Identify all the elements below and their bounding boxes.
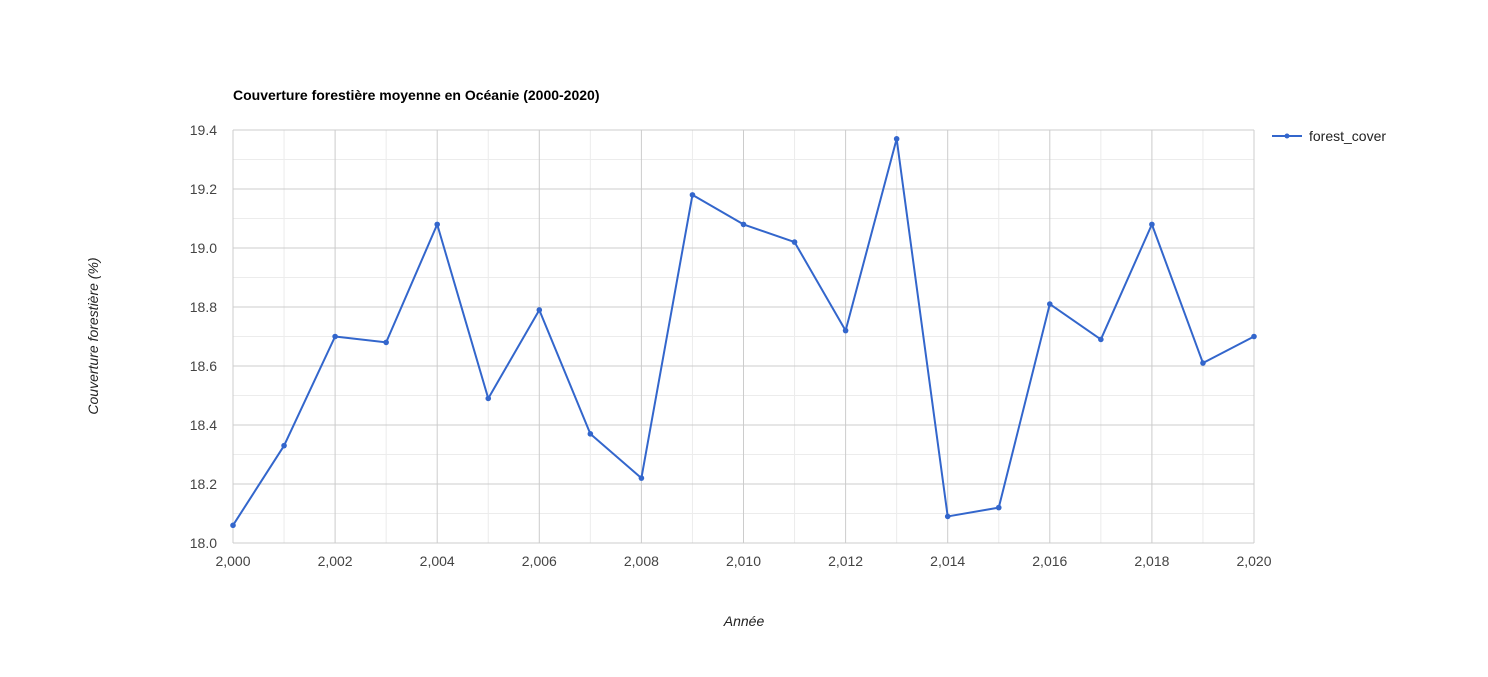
y-tick-label: 18.0 [190, 535, 217, 551]
x-tick-label: 2,008 [624, 553, 659, 569]
data-point [434, 221, 441, 228]
x-tick-label: 2,010 [726, 553, 761, 569]
data-point [587, 431, 594, 437]
data-point [281, 442, 287, 449]
data-point [383, 339, 389, 346]
data-point [995, 504, 1002, 511]
legend-label: forest_cover [1309, 128, 1386, 144]
x-tick-label: 2,000 [215, 553, 250, 569]
y-tick-label: 18.2 [190, 476, 217, 492]
y-axis-label: Couverture forestière (%) [85, 257, 101, 414]
x-tick-label: 2,002 [318, 553, 353, 569]
series-layer [230, 136, 1257, 529]
x-tick-label: 2,014 [930, 553, 965, 569]
x-axis-tick-labels: 2,000 2,002 2,004 2,006 2,008 2,010 2,012 2,014… [215, 553, 1271, 569]
data-point [1251, 333, 1257, 340]
legend[interactable]: forest_cover [1272, 128, 1386, 144]
y-tick-label: 19.4 [190, 122, 217, 138]
legend-swatch-marker [1284, 133, 1290, 139]
data-point [842, 327, 849, 334]
data-point [1149, 221, 1155, 228]
data-point [1098, 336, 1104, 343]
data-point [230, 522, 236, 529]
data-point [689, 192, 696, 198]
data-point [485, 395, 492, 402]
data-point [791, 239, 798, 245]
x-tick-label: 2,020 [1236, 553, 1271, 569]
y-tick-label: 18.8 [190, 299, 217, 315]
data-point [332, 333, 338, 340]
data-point [944, 513, 951, 520]
x-tick-label: 2,004 [420, 553, 455, 569]
y-tick-label: 19.2 [190, 181, 217, 197]
x-tick-label: 2,018 [1134, 553, 1169, 569]
y-tick-label: 18.6 [190, 358, 217, 374]
data-point [638, 475, 645, 481]
data-point [1047, 301, 1053, 307]
data-point [1200, 360, 1206, 366]
y-tick-label: 18.4 [190, 417, 217, 433]
x-tick-label: 2,006 [522, 553, 557, 569]
y-tick-label: 19.0 [190, 240, 217, 256]
data-point [893, 136, 900, 142]
x-axis-label: Année [723, 613, 765, 629]
data-point [740, 221, 747, 228]
chart-title: Couverture forestière moyenne en Océanie… [233, 87, 600, 103]
y-axis-tick-labels: 18.0 18.2 18.4 18.6 18.8 19.0 19.2 19.4 [190, 122, 217, 551]
x-tick-label: 2,012 [828, 553, 863, 569]
x-tick-label: 2,016 [1032, 553, 1067, 569]
data-point [536, 307, 543, 313]
